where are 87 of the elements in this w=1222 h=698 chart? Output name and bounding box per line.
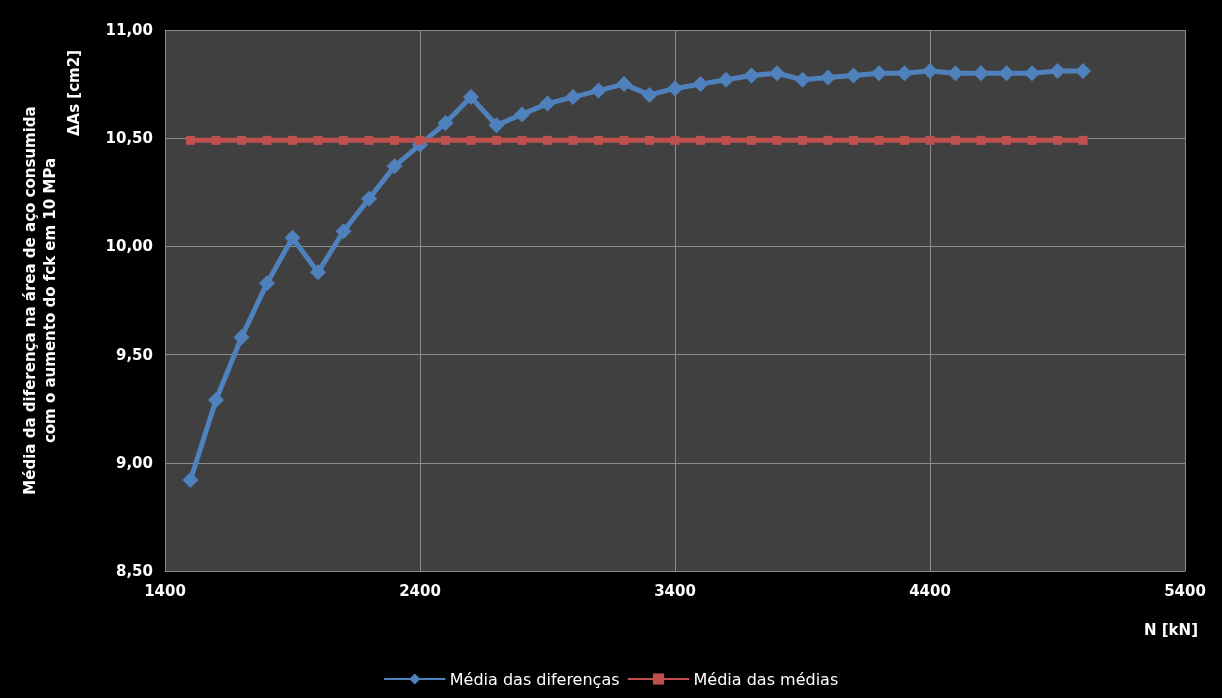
legend-label: Média das médias (693, 669, 839, 689)
point (1027, 135, 1037, 145)
y-tick-label: 8,50 (115, 562, 153, 580)
y-tick-label: 9,50 (115, 345, 153, 364)
point (696, 135, 705, 145)
y-tick-label: 9,00 (115, 453, 153, 472)
x-tick-label: 4400 (909, 581, 951, 600)
point (186, 135, 195, 145)
point (262, 135, 272, 145)
point (1053, 135, 1062, 145)
y-tick-label: 10,00 (105, 237, 153, 256)
point (747, 135, 756, 145)
point (488, 117, 505, 134)
x-axis-title: N [kN] (1143, 620, 1199, 639)
point (769, 65, 785, 82)
point (976, 135, 986, 145)
x-tick-label: 2400 (399, 581, 441, 600)
point (211, 135, 221, 145)
point (692, 76, 709, 93)
point (590, 82, 607, 99)
x-tick-label: 5400 (1164, 581, 1206, 600)
point (794, 71, 811, 88)
y-axis-title: Média da diferença na área de aço consumida com o aumento do fck em 10 MPa (21, 106, 59, 495)
point (514, 106, 530, 123)
point (437, 115, 454, 132)
point (849, 135, 858, 145)
point (922, 63, 938, 80)
y-tick-label: 11,00 (105, 21, 153, 39)
point (313, 135, 323, 145)
point (284, 229, 301, 246)
point (1075, 63, 1091, 80)
x-tick-label: 3400 (654, 581, 696, 600)
point (594, 135, 603, 145)
point (335, 223, 352, 240)
point (415, 135, 425, 145)
point (820, 69, 836, 86)
point (721, 135, 731, 145)
point (1024, 65, 1040, 82)
point (973, 65, 989, 82)
point (667, 80, 683, 97)
point (539, 95, 556, 112)
point (310, 264, 326, 281)
point (208, 392, 224, 409)
point (871, 65, 887, 82)
point (645, 135, 654, 145)
point (951, 135, 960, 145)
point (743, 67, 760, 84)
y-tick-label: 10,50 (105, 129, 153, 148)
point (492, 135, 501, 145)
point (641, 86, 658, 103)
point (619, 135, 629, 145)
point (386, 158, 403, 175)
point (364, 135, 374, 145)
point (900, 135, 909, 145)
legend-label: Média das diferenças (449, 669, 620, 689)
point (182, 472, 199, 489)
point (896, 65, 913, 82)
point (947, 65, 964, 82)
point (288, 135, 297, 145)
point (543, 135, 552, 145)
point (772, 135, 782, 145)
point (874, 135, 884, 145)
point (998, 65, 1015, 82)
point (670, 135, 680, 145)
point (565, 89, 581, 106)
point (237, 135, 246, 145)
point (463, 89, 479, 106)
point (259, 275, 275, 292)
point (1002, 135, 1011, 145)
point (1078, 135, 1088, 145)
point (718, 71, 734, 88)
point (845, 67, 862, 84)
point (798, 135, 807, 145)
point (441, 135, 450, 145)
point (568, 135, 578, 145)
x-tick-label: 1400 (144, 581, 186, 600)
point (390, 135, 399, 145)
point (339, 135, 348, 145)
text: ΔAs [cm2] (64, 49, 83, 137)
point (1049, 63, 1066, 80)
point (517, 135, 527, 145)
point (925, 135, 935, 145)
point (233, 329, 250, 346)
point (823, 135, 833, 145)
point (616, 76, 632, 93)
point (466, 135, 476, 145)
point (361, 190, 377, 207)
